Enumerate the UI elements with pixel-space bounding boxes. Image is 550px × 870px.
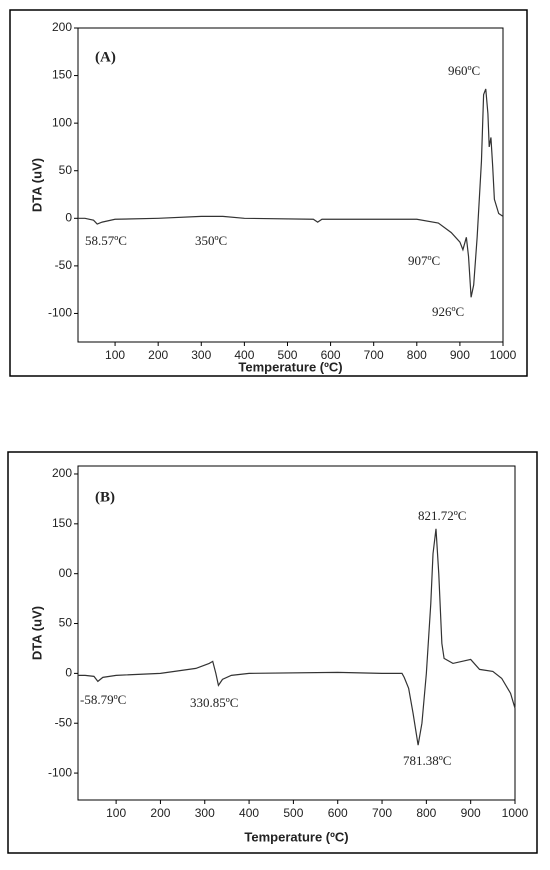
annotation: 821.72ºC [418,508,466,523]
y-tick-label: 50 [59,163,73,177]
x-tick-label: 300 [191,348,211,362]
y-tick-label: 0 [65,666,72,680]
x-tick-label: 600 [321,348,341,362]
x-tick-label: 100 [105,348,125,362]
data-line [78,528,516,746]
plot-area [77,465,516,801]
x-tick-label: 700 [372,806,392,820]
y-tick-label: 0 [65,210,72,224]
annotation: 58.57ºC [85,233,127,248]
y-axis-title: DTA (uV) [29,606,44,660]
x-tick-label: 1000 [490,348,517,362]
x-tick-label: 100 [106,806,126,820]
x-tick-label: 300 [195,806,215,820]
annotation: -58.79ºC [80,692,126,707]
x-axis-title: Temperature (ºC) [238,359,342,374]
x-tick-label: 800 [407,348,427,362]
y-tick-label: -50 [55,258,73,272]
x-tick-label: 900 [450,348,470,362]
x-tick-label: 200 [150,806,170,820]
y-tick-label: -100 [48,306,72,320]
annotation: 330.85ºC [190,695,238,710]
plot-area [77,27,504,343]
y-tick-label: 200 [52,20,72,34]
annotation: 960ºC [448,63,480,78]
annotation: 907ºC [408,253,440,268]
x-tick-label: 1000 [502,806,529,820]
x-axis-title: Temperature (ºC) [244,829,348,844]
y-axis-title: DTA (uV) [29,158,44,212]
annotation: 350ºC [195,233,227,248]
x-tick-label: 400 [234,348,254,362]
x-tick-label: 600 [328,806,348,820]
annotation: 926ºC [432,304,464,319]
y-tick-label: 00 [59,566,73,580]
panel-frame [7,451,538,854]
y-tick-label: -100 [48,765,72,779]
annotation: 781.38ºC [403,753,451,768]
x-tick-label: 400 [239,806,259,820]
data-line [78,88,504,298]
panel-frame [9,9,528,377]
x-tick-label: 500 [277,348,297,362]
x-tick-label: 800 [416,806,436,820]
x-tick-label: 500 [283,806,303,820]
y-tick-label: 200 [52,466,72,480]
panel-label: (A) [95,49,116,65]
y-tick-label: 100 [52,115,72,129]
y-tick-label: 50 [59,616,73,630]
panel-label: (B) [95,489,115,505]
y-tick-label: 150 [52,516,72,530]
y-tick-label: 150 [52,68,72,82]
x-tick-label: 900 [461,806,481,820]
x-tick-label: 200 [148,348,168,362]
y-tick-label: -50 [55,715,73,729]
x-tick-label: 700 [364,348,384,362]
